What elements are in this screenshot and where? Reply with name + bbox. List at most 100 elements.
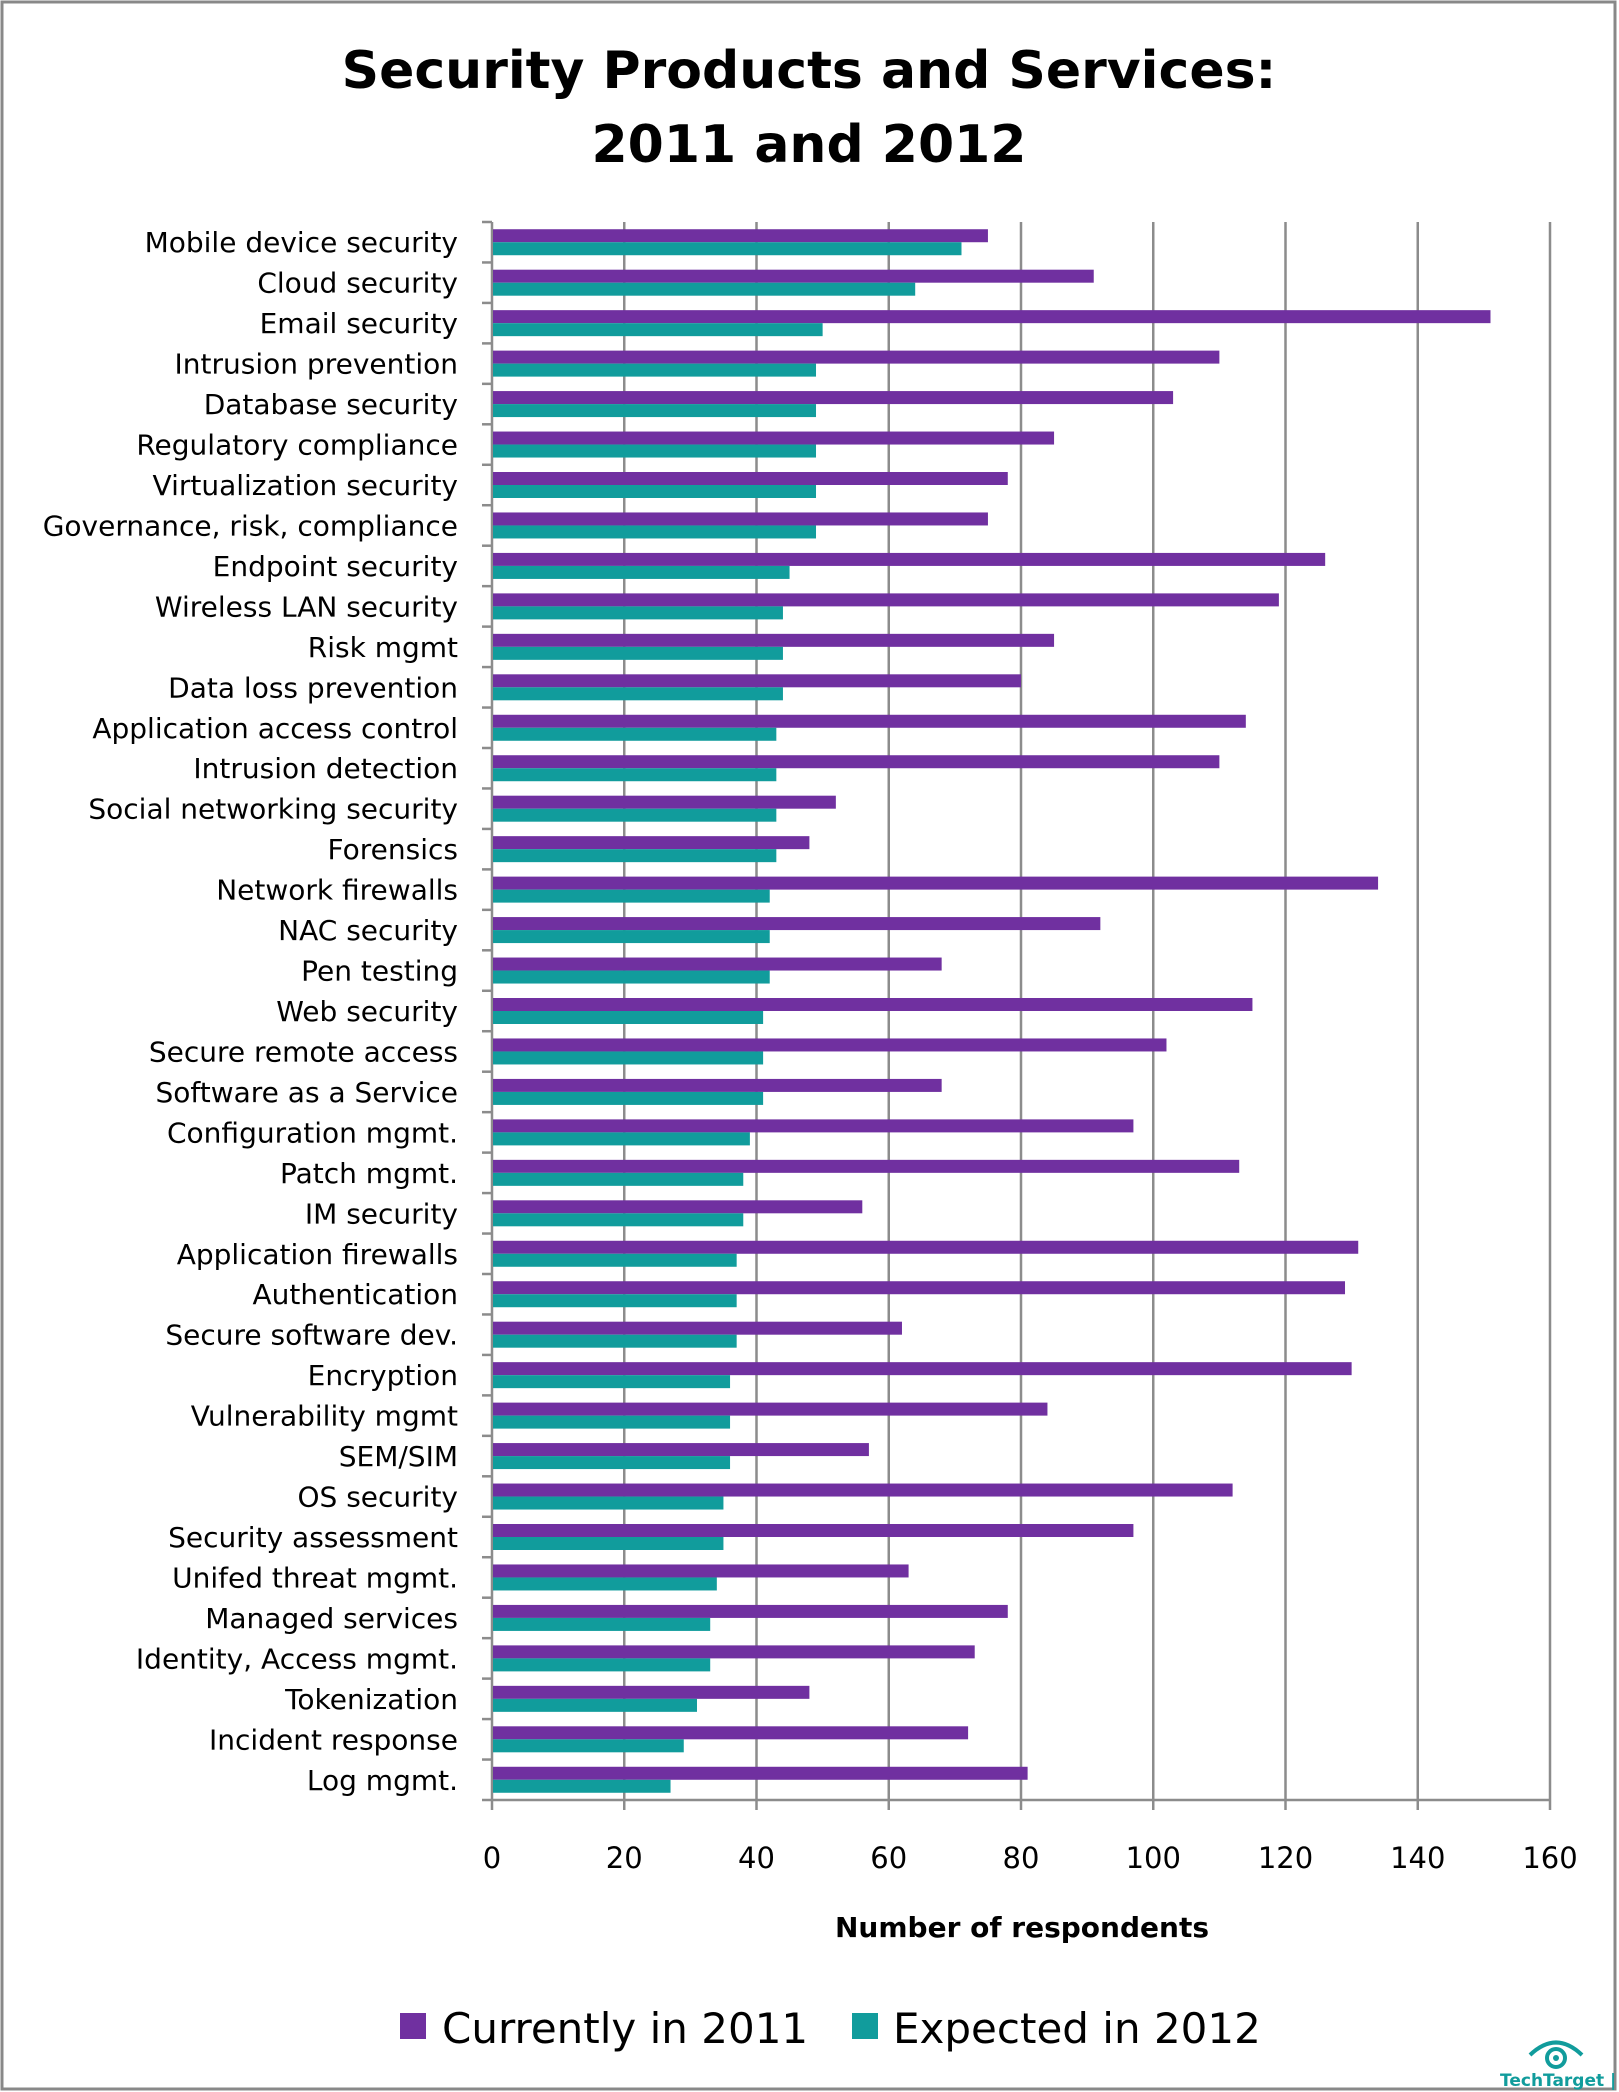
category-label: Managed services [205, 1602, 458, 1635]
bar-2012 [493, 1172, 744, 1186]
category-label: Application firewalls [177, 1238, 458, 1271]
bar-2011 [493, 1362, 1352, 1376]
category-label: Mobile device security [145, 226, 458, 259]
bar-2011 [493, 957, 942, 971]
category-label: Log mgmt. [307, 1764, 458, 1797]
category-label: Authentication [252, 1278, 458, 1311]
category-label: Software as a Service [155, 1076, 458, 1109]
bar-2012 [493, 1051, 764, 1065]
bar-2011 [493, 229, 988, 243]
bar-2012 [493, 1011, 764, 1024]
category-label: Intrusion prevention [175, 348, 458, 381]
legend: Currently in 2011 Expected in 2012 [400, 2004, 1261, 2053]
x-tick-label: 0 [483, 1841, 501, 1875]
bar-2012 [493, 930, 770, 944]
x-axis-label: Number of respondents [835, 1911, 1209, 1944]
bar-2011 [493, 1443, 869, 1457]
bar-2012 [493, 242, 962, 256]
category-label: Forensics [328, 833, 458, 866]
bar-2011 [493, 633, 1055, 647]
bar-2011 [493, 1524, 1134, 1537]
bar-2011 [493, 269, 1094, 283]
category-label: Wireless LAN security [155, 590, 458, 623]
bar-2012 [493, 606, 783, 620]
bar-2011 [493, 350, 1220, 364]
category-label: Encryption [308, 1359, 458, 1392]
category-label: Endpoint security [213, 550, 458, 583]
x-tick-label: 20 [606, 1841, 643, 1875]
techtarget-logo: TechTarget | 中国 [1500, 2040, 1619, 2091]
svg-text:TechTarget | 中国: TechTarget | 中国 [1500, 2070, 1619, 2091]
legend-swatch-2011 [400, 2013, 426, 2039]
legend-label-2012: Expected in 2012 [893, 2004, 1261, 2053]
bar-2012 [493, 525, 817, 539]
category-label: Data loss prevention [168, 671, 458, 704]
category-label: NAC security [278, 914, 458, 947]
category-label: Secure software dev. [165, 1319, 458, 1352]
bar-2011 [493, 755, 1220, 769]
bar-2012 [493, 1577, 717, 1591]
bar-2012 [493, 849, 777, 863]
bar-2011 [493, 1281, 1346, 1295]
bar-2012 [493, 1698, 697, 1712]
category-label: Risk mgmt [308, 631, 458, 664]
chart-title-line-2: 2011 and 2012 [592, 115, 1027, 175]
bar-2011 [493, 714, 1246, 728]
bar-2012 [493, 1415, 731, 1429]
eye-icon [1528, 2040, 1584, 2057]
bar-2011 [493, 431, 1055, 445]
x-tick-label: 140 [1390, 1841, 1445, 1875]
category-label: Patch mgmt. [280, 1157, 458, 1190]
bar-2012 [493, 687, 783, 701]
bar-2012 [493, 404, 817, 418]
bar-2012 [493, 444, 817, 458]
bar-2011 [493, 512, 988, 526]
category-label: Social networking security [88, 793, 458, 826]
category-label: Pen testing [301, 955, 458, 988]
bar-2012 [493, 323, 823, 337]
bar-2011 [493, 1321, 902, 1335]
bar-2012 [493, 1091, 764, 1105]
bar-2011 [493, 1038, 1167, 1052]
bar-2011 [493, 593, 1279, 607]
bar-2011 [493, 1402, 1048, 1416]
bar-2011 [493, 310, 1491, 324]
bar-2011 [493, 1119, 1134, 1133]
bar-2012 [493, 727, 777, 741]
bar-2012 [493, 1456, 731, 1470]
bar-2011 [493, 1726, 969, 1740]
x-tick-label: 120 [1258, 1841, 1313, 1875]
category-label: IM security [305, 1197, 458, 1230]
bar-2011 [493, 836, 810, 850]
chart-title-line-1: Security Products and Services: [342, 41, 1277, 101]
category-label: Identity, Access mgmt. [136, 1642, 458, 1675]
category-label: Regulatory compliance [136, 429, 458, 462]
bar-2012 [493, 1779, 671, 1793]
category-label: Database security [204, 388, 458, 421]
category-label: Incident response [209, 1723, 458, 1756]
bar-2011 [493, 472, 1008, 485]
category-label: Intrusion detection [193, 752, 458, 785]
bar-2011 [493, 552, 1326, 566]
bar-2012 [493, 970, 770, 984]
bar-2012 [493, 1253, 737, 1267]
category-label: Tokenization [284, 1683, 458, 1716]
bar-2011 [493, 1766, 1028, 1780]
category-label: Application access control [92, 712, 458, 745]
category-label: Vulnerability mgmt [191, 1400, 458, 1433]
bar-2012 [493, 485, 817, 498]
bar-2011 [493, 1078, 942, 1092]
bar-2012 [493, 1658, 711, 1672]
bar-2012 [493, 889, 770, 903]
bar-2011 [493, 1645, 975, 1659]
category-label: Email security [260, 307, 458, 340]
bar-2011 [493, 1159, 1240, 1173]
bar-2012 [493, 1213, 744, 1227]
bar-2012 [493, 768, 777, 782]
bar-2011 [493, 1685, 810, 1699]
x-tick-label: 100 [1126, 1841, 1181, 1875]
bar-2012 [493, 1294, 737, 1308]
category-label: Network firewalls [216, 874, 458, 907]
category-label: Web security [276, 995, 458, 1028]
